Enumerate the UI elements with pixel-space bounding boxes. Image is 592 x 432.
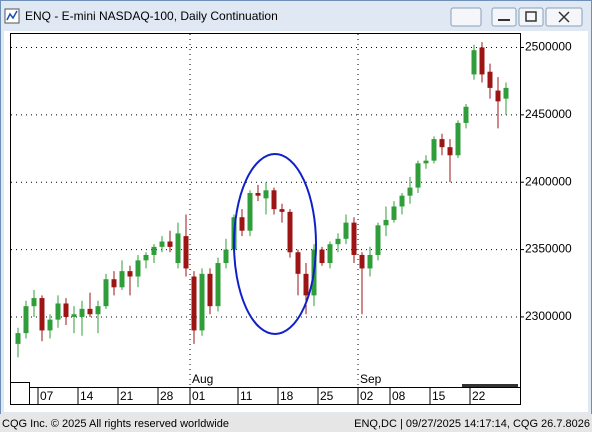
candle-body bbox=[391, 206, 397, 220]
candle-body bbox=[463, 106, 469, 123]
candle-body bbox=[351, 222, 357, 255]
candle-body bbox=[55, 303, 61, 320]
minimize-button[interactable] bbox=[491, 7, 517, 27]
candle-body bbox=[159, 241, 165, 247]
candle-body bbox=[319, 249, 325, 264]
month-label: Sep bbox=[360, 372, 382, 386]
candle-body bbox=[111, 279, 117, 288]
close-glyph bbox=[558, 11, 570, 23]
candle-body bbox=[207, 273, 213, 307]
candle-body bbox=[343, 222, 349, 239]
x-tick-label: 08 bbox=[392, 389, 406, 403]
x-tick-label: 28 bbox=[160, 389, 174, 403]
candle-body bbox=[239, 217, 245, 231]
y-tick-label: 2400000 bbox=[525, 174, 572, 188]
candle-body bbox=[383, 219, 389, 226]
candle-body bbox=[471, 50, 477, 75]
x-tick-label: 21 bbox=[120, 389, 134, 403]
candle-body bbox=[79, 308, 85, 317]
footer-left: CQG Inc. © 2025 All rights reserved worl… bbox=[2, 418, 229, 430]
candle-body bbox=[447, 147, 453, 156]
app-icon-glyph bbox=[6, 10, 18, 21]
candle-body bbox=[263, 190, 269, 199]
candle-body bbox=[431, 139, 437, 161]
candle-body bbox=[135, 260, 141, 277]
candle-body bbox=[103, 279, 109, 307]
candle-body bbox=[71, 314, 77, 317]
candle-body bbox=[423, 160, 429, 164]
candle-body bbox=[127, 271, 133, 277]
y-tick-label: 2500000 bbox=[525, 40, 572, 54]
x-tick-label: 15 bbox=[432, 389, 446, 403]
candle-body bbox=[439, 139, 445, 148]
footer-right: ENQ,DC | 09/27/2025 14:17:14, CQG 26.7.8… bbox=[354, 418, 590, 430]
x-tick-label: 11 bbox=[240, 389, 253, 403]
candle-body bbox=[191, 276, 197, 331]
scroll-thumb[interactable] bbox=[462, 384, 518, 387]
candle-body bbox=[119, 271, 125, 288]
candle-body bbox=[215, 263, 221, 307]
window-title: ENQ - E-mini NASDAQ-100, Daily Continuat… bbox=[25, 9, 278, 23]
candle-body bbox=[31, 298, 37, 307]
maximize-glyph bbox=[525, 11, 537, 22]
candle-body bbox=[367, 254, 373, 269]
candle-body bbox=[375, 225, 381, 255]
candle-body bbox=[399, 195, 405, 207]
candle-body bbox=[199, 273, 205, 331]
corner-box bbox=[10, 382, 30, 405]
maximize-button[interactable] bbox=[518, 7, 544, 27]
candle-body bbox=[63, 303, 69, 317]
y-tick-label: 2300000 bbox=[525, 309, 572, 323]
status-bar bbox=[0, 414, 592, 432]
candle-body bbox=[327, 244, 333, 264]
candle-body bbox=[359, 254, 365, 269]
candle-body bbox=[335, 238, 341, 245]
x-tick-label: 14 bbox=[80, 389, 94, 403]
grid-layer bbox=[11, 34, 524, 404]
month-label: Aug bbox=[192, 372, 213, 386]
x-tick-label: 22 bbox=[472, 389, 486, 403]
link-button[interactable] bbox=[450, 7, 482, 27]
x-tick-label: 02 bbox=[360, 389, 374, 403]
candle-body bbox=[303, 273, 309, 296]
candle-body bbox=[287, 211, 293, 253]
candle-body bbox=[455, 122, 461, 156]
y-tick-label: 2450000 bbox=[525, 107, 572, 121]
x-tick-label: 25 bbox=[320, 389, 334, 403]
annotation-ellipse bbox=[233, 153, 317, 335]
candle-body bbox=[271, 190, 277, 210]
candle-body bbox=[167, 241, 173, 247]
candle-body bbox=[143, 254, 149, 261]
candle-body bbox=[151, 246, 157, 255]
candle-body bbox=[87, 308, 93, 315]
candle-body bbox=[95, 306, 101, 315]
candle-body bbox=[503, 87, 509, 99]
x-tick-label: 07 bbox=[40, 389, 54, 403]
candle-body bbox=[247, 192, 253, 231]
candle-body bbox=[47, 319, 53, 331]
candle-body bbox=[15, 333, 21, 344]
candle-body bbox=[279, 209, 285, 212]
candle-body bbox=[495, 90, 501, 102]
candle-body bbox=[223, 249, 229, 264]
candle-body bbox=[183, 236, 189, 269]
candle-body bbox=[479, 47, 485, 75]
candle-body bbox=[487, 71, 493, 88]
candle-body bbox=[415, 163, 421, 188]
x-tick-label: 01 bbox=[192, 389, 206, 403]
candle-body bbox=[175, 233, 181, 264]
x-tick-label: 18 bbox=[280, 389, 294, 403]
candle-body bbox=[407, 187, 413, 196]
candle-body bbox=[39, 298, 45, 331]
candle-body bbox=[255, 192, 261, 196]
y-tick-label: 2350000 bbox=[525, 242, 572, 256]
candle-body bbox=[23, 306, 29, 334]
candle-body bbox=[295, 252, 301, 274]
